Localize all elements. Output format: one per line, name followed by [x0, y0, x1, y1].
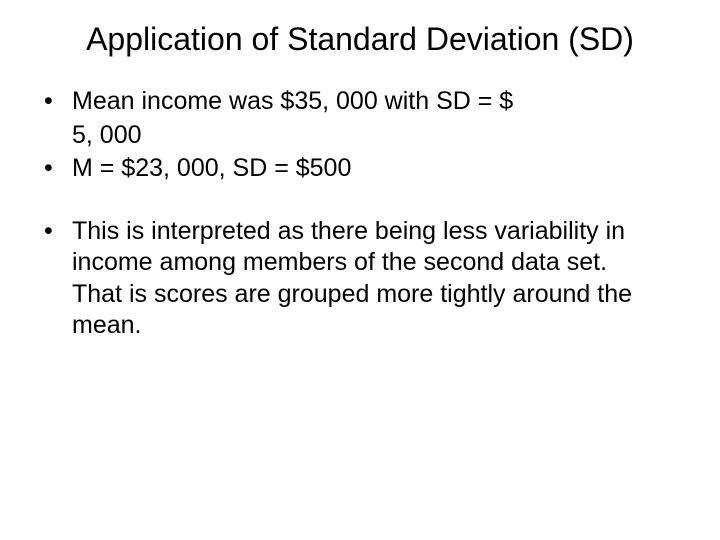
bullet-marker: •: [40, 216, 72, 247]
bullet-text: Mean income was $35, 000 with SD = $: [72, 86, 680, 117]
bullet-item: • This is interpreted as there being les…: [40, 216, 680, 341]
bullet-marker: •: [40, 153, 72, 184]
bullet-continuation: 5, 000: [40, 120, 680, 151]
slide-title: Application of Standard Deviation (SD): [40, 20, 680, 58]
bullet-marker: •: [40, 86, 72, 117]
bullet-text: 5, 000: [72, 120, 680, 151]
bullet-group-1: • Mean income was $35, 000 with SD = $ 5…: [40, 86, 680, 184]
bullet-text: This is interpreted as there being less …: [72, 216, 680, 341]
bullet-group-2: • This is interpreted as there being les…: [40, 216, 680, 341]
bullet-text: M = $23, 000, SD = $500: [72, 153, 680, 184]
bullet-item: • Mean income was $35, 000 with SD = $: [40, 86, 680, 117]
bullet-item: • M = $23, 000, SD = $500: [40, 153, 680, 184]
